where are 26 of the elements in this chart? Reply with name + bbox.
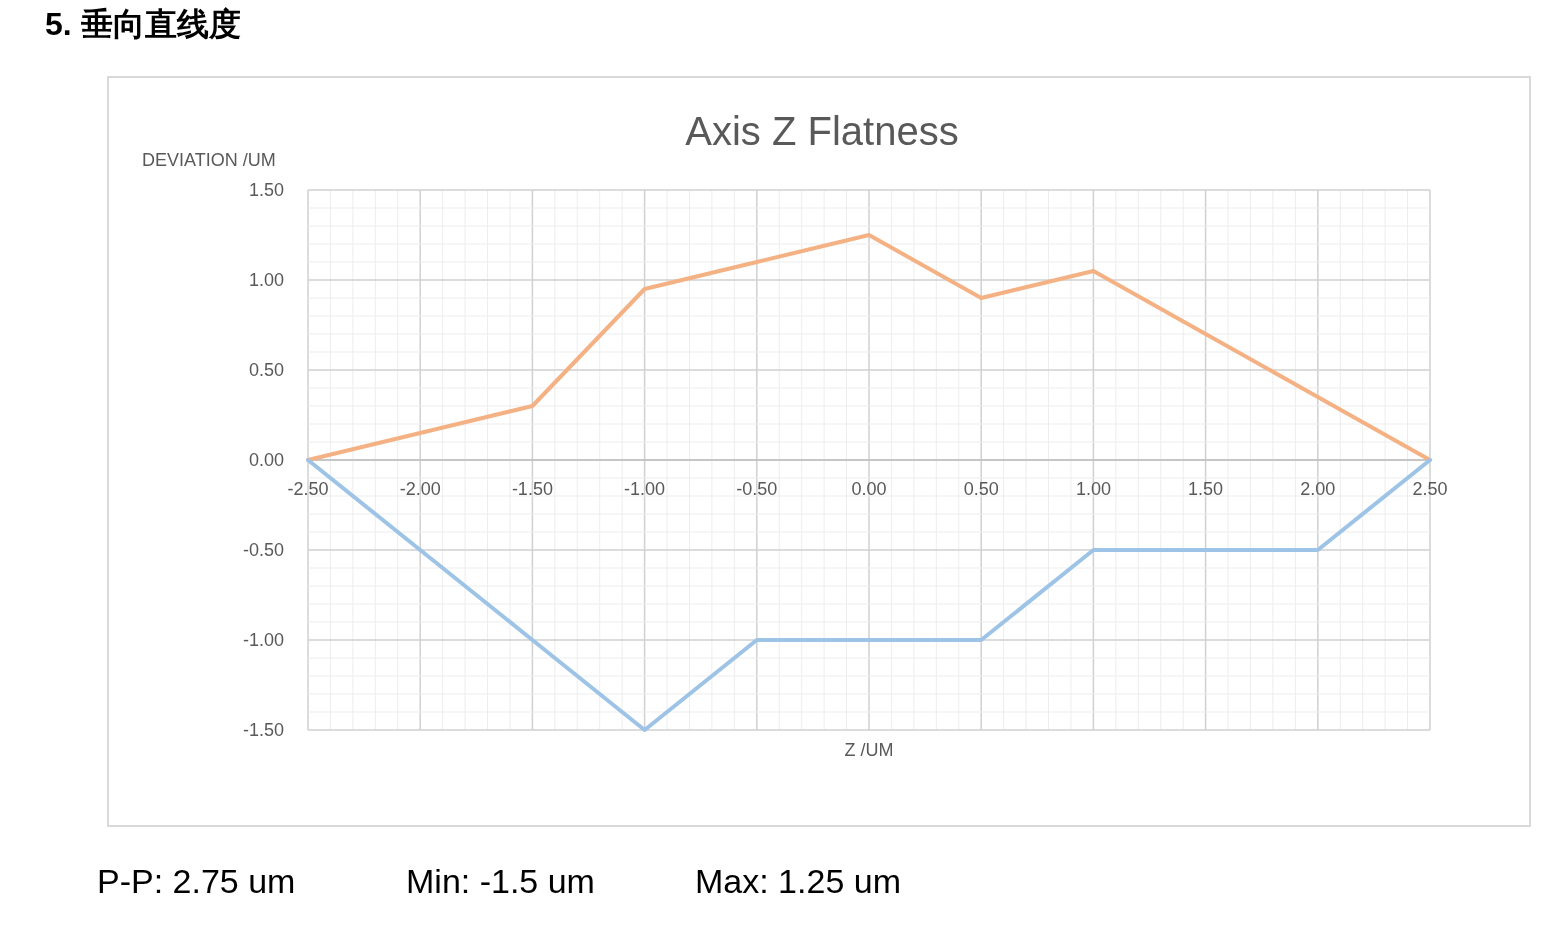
x-tick-label: 2.50 <box>1412 479 1448 499</box>
text: Min: -1.5 um <box>406 862 595 900</box>
text: Max: 1.25 um <box>695 862 901 900</box>
x-tick-label: 0.50 <box>963 479 999 499</box>
x-tick-label: 1.50 <box>1188 479 1224 499</box>
text: 5. 垂向直线度 <box>45 6 241 42</box>
x-tick-label: 2.00 <box>1300 479 1336 499</box>
x-tick-label: -2.00 <box>399 479 441 499</box>
text: P-P: 2.75 um <box>97 862 296 900</box>
y-tick-label: -1.00 <box>242 630 284 650</box>
line-series <box>306 233 1432 462</box>
y-tick-label: -0.50 <box>242 540 284 560</box>
y-tick-label: 1.50 <box>248 180 284 200</box>
x-tick-label: 0.00 <box>851 479 887 499</box>
y-tick-label: 0.50 <box>248 360 284 380</box>
x-tick-label: -2.50 <box>287 479 329 499</box>
chart-title: Axis Z Flatness <box>685 109 959 153</box>
y-axis-title: DEVIATION /UM <box>142 150 276 170</box>
x-tick-label: -1.00 <box>624 479 666 499</box>
y-tick-label: -1.50 <box>242 720 284 740</box>
x-tick-label: -1.50 <box>511 479 553 499</box>
x-axis-title: Z /UM <box>844 740 894 760</box>
y-tick-label: 1.00 <box>248 270 284 290</box>
y-tick-label: 0.00 <box>248 450 284 470</box>
x-tick-label: 1.00 <box>1075 479 1111 499</box>
x-tick-label: -0.50 <box>736 479 778 499</box>
